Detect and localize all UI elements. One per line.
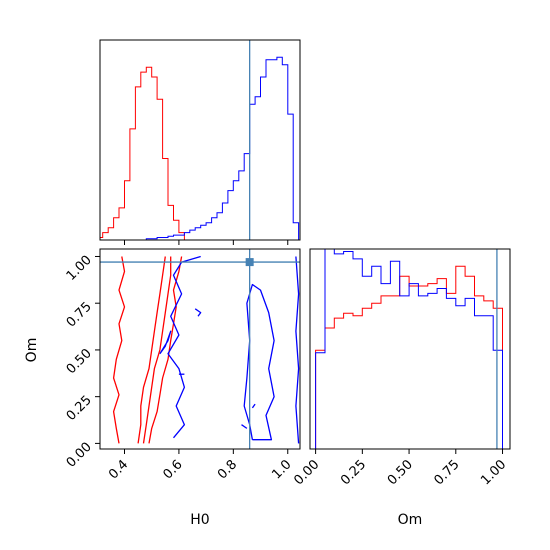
contour-blue-right-edge	[295, 256, 300, 444]
om-tick-label-x: 0.25	[338, 457, 369, 488]
h0-om-contour-panel: 0.4 0.6 0.8 1.0 0.00 0.25 0.50 0.75 1.00	[64, 248, 301, 482]
contour-red-outer-left	[112, 256, 126, 444]
om-hist-blue	[315, 249, 503, 449]
h0-tick-label: 0.4	[106, 457, 131, 482]
contour-blue-inner-right	[243, 283, 275, 441]
om-histogram-panel: 0.00 0.25 0.50 0.75 1.00	[291, 248, 511, 488]
om-hist-frame	[309, 248, 511, 450]
h0-tick-label: 0.6	[161, 457, 186, 482]
om-tick-label-x: 0.00	[291, 457, 322, 488]
x-axis-label-h0: H0	[190, 512, 209, 528]
h0-histogram-panel	[99, 39, 301, 245]
x-axis-label-om: Om	[398, 512, 423, 528]
om-tick-label-x: 1.00	[478, 457, 509, 488]
om-tick-label-y: 0.75	[64, 299, 95, 330]
contour-blue-small-tick	[241, 424, 248, 429]
y-axis-label-om: Om	[24, 338, 40, 363]
contour-red-inner-right	[142, 256, 172, 444]
om-tick-label-y: 0.00	[64, 440, 95, 471]
om-tick-label-y: 0.25	[64, 393, 95, 424]
truth-marker	[245, 258, 254, 267]
h0-hist-blue	[100, 56, 300, 240]
om-tick-label-x: 0.75	[432, 457, 463, 488]
om-tick-label-y: 1.00	[64, 253, 95, 284]
h0-tick-label: 0.8	[215, 457, 240, 482]
contour-blue-blob-left	[159, 330, 172, 355]
contour-frame	[99, 248, 301, 450]
om-tick-label-x: 0.50	[385, 457, 416, 488]
om-hist-red	[315, 265, 503, 449]
contour-blue-small-right	[194, 308, 202, 317]
contour-red-inner-left	[137, 256, 166, 444]
h0-tick-label: 1.0	[269, 457, 294, 482]
contour-blue-tiny	[251, 403, 256, 409]
contour-blue-outer	[167, 255, 201, 439]
h0-hist-frame	[99, 39, 301, 241]
h0-hist-red	[100, 66, 185, 240]
contour-red-outer-right	[148, 256, 183, 444]
om-tick-label-y: 0.50	[64, 346, 95, 377]
